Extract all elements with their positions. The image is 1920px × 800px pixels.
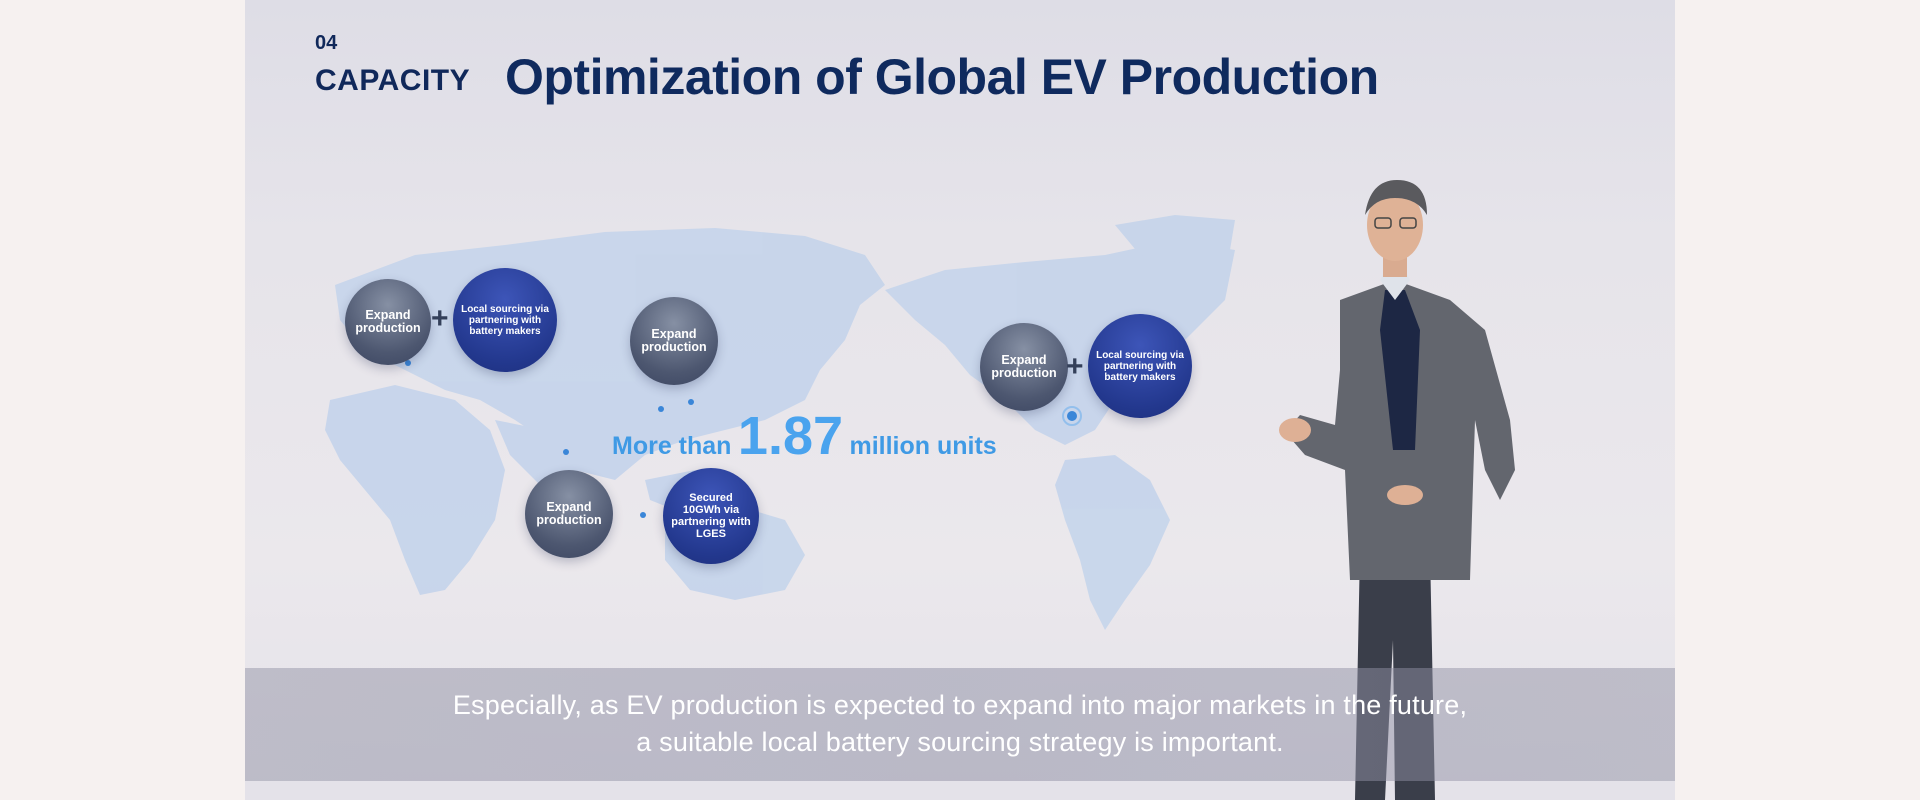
north-america-sourcing-label: Local sourcing via partnering with batte… (1096, 349, 1184, 383)
southeast-asia-expand-label: Expand production (536, 500, 602, 527)
plus-sign-north-america: + (1066, 350, 1084, 383)
plus-sign-europe: + (431, 302, 449, 335)
caption-bar (245, 668, 1675, 781)
units-prefix: More than (612, 432, 732, 460)
europe-expand-bubble: Expand production (345, 279, 431, 365)
southeast-asia-expand-bubble: Expand production (525, 470, 613, 558)
section-number: 04 (315, 32, 338, 54)
slide-headline: Optimization of Global EV Production (505, 49, 1379, 105)
units-suffix: million units (849, 432, 997, 460)
europe-sourcing-bubble: Local sourcing via partnering with batte… (453, 268, 557, 372)
east-asia-expand-bubble: Expand production (630, 297, 718, 385)
north-america-expand-bubble: Expand production (980, 323, 1068, 411)
southeast-asia-sourcing-bubble: Secured 10GWh via partnering with LGES (663, 468, 759, 564)
east-asia-expand-label: Expand production (641, 327, 707, 354)
north-america-expand-label: Expand production (991, 353, 1057, 380)
units-value: 1.87 (737, 406, 844, 466)
europe-sourcing-label: Local sourcing via partnering with batte… (461, 303, 549, 337)
north-america-sourcing-bubble: Local sourcing via partnering with batte… (1088, 314, 1192, 418)
caption-line-1: Especially, as EV production is expected… (452, 690, 1468, 720)
section-label: CAPACITY (315, 64, 471, 97)
southeast-asia-sourcing-label: Secured 10GWh via partnering with LGES (671, 492, 751, 540)
production-volume: More than 1.87 million units (612, 405, 997, 467)
slide-frame: 04 CAPACITY Optimization of Global EV Pr… (245, 0, 1675, 800)
europe-expand-label: Expand production (355, 308, 421, 335)
caption-line-2: a suitable local battery sourcing strate… (636, 727, 1284, 757)
